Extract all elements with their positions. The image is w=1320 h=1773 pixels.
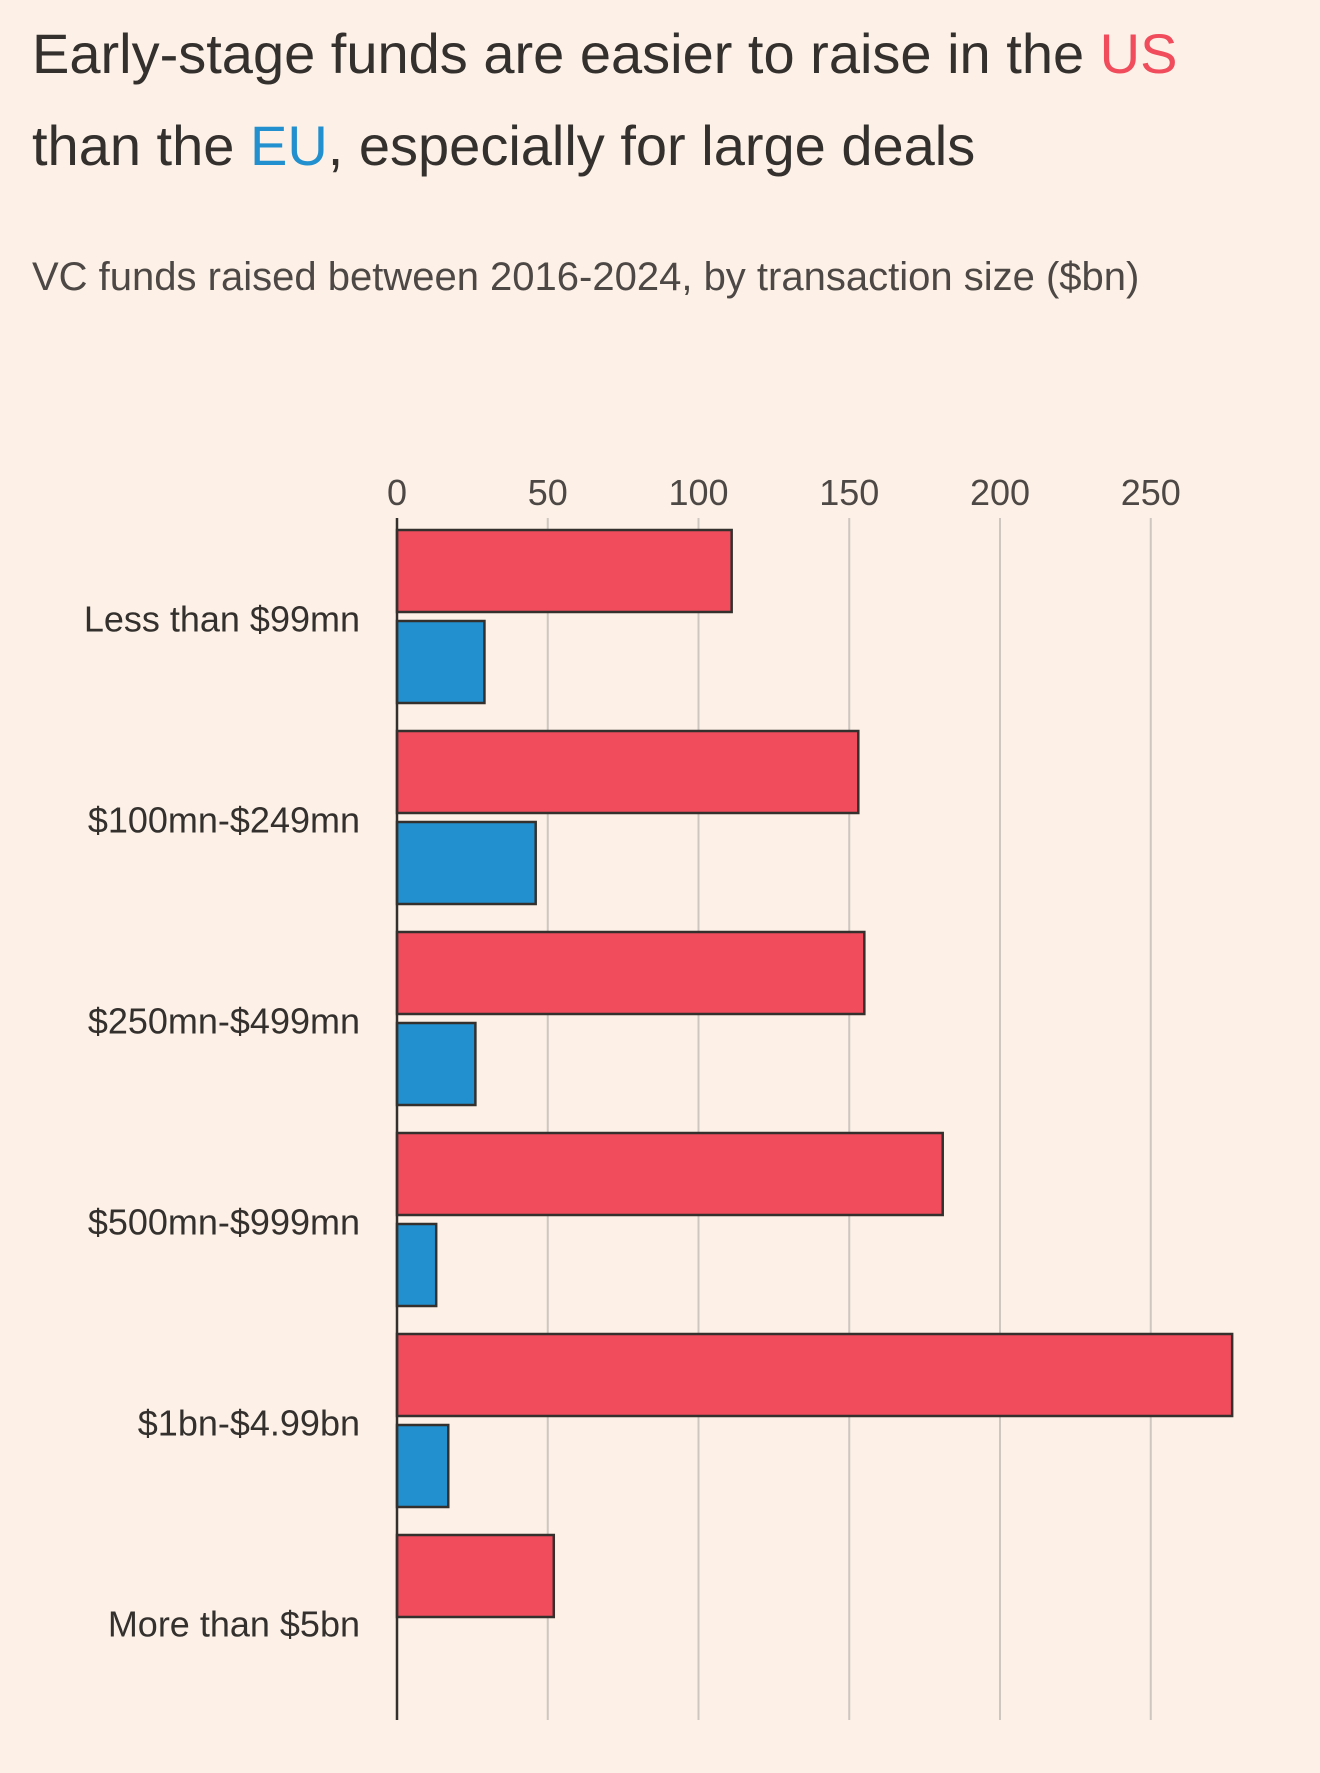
bar-us-4 [395, 1332, 1234, 1418]
category-label-1: $100mn-$249mn [88, 800, 360, 841]
x-tick-label-50: 50 [528, 472, 568, 513]
bar-eu-0 [395, 619, 486, 705]
title-part2: than the [32, 114, 250, 177]
x-tick-label-250: 250 [1121, 472, 1181, 513]
category-labels: Less than $99mn $100mn-$249mn $250mn-$499m… [84, 599, 360, 1645]
bar-us-0 [395, 528, 733, 614]
bar-eu-3 [395, 1222, 438, 1308]
category-label-3: $500mn-$999mn [88, 1202, 360, 1243]
bar-eu-2 [395, 1021, 477, 1107]
x-tick-label-100: 100 [668, 472, 728, 513]
bar-us-1 [395, 729, 860, 815]
bar-us-3 [395, 1131, 944, 1217]
bar-eu-1 [395, 820, 537, 906]
x-tick-label-0: 0 [387, 472, 407, 513]
bar-eu-4 [395, 1423, 450, 1509]
bars [395, 528, 1234, 1619]
chart-title: Early-stage funds are easier to raise in… [32, 8, 1302, 192]
x-axis-ticks: 0 50 100 150 200 250 [387, 472, 1181, 513]
x-tick-label-200: 200 [970, 472, 1030, 513]
bar-us-2 [395, 930, 866, 1016]
x-tick-label-150: 150 [819, 472, 879, 513]
category-label-2: $250mn-$499mn [88, 1001, 360, 1042]
gridlines [546, 518, 1152, 1720]
category-label-4: $1bn-$4.99bn [138, 1403, 360, 1444]
title-us-word: US [1099, 22, 1178, 85]
chart-subtitle: VC funds raised between 2016-2024, by tr… [32, 255, 1140, 299]
category-label-0: Less than $99mn [84, 599, 360, 640]
category-label-5: More than $5bn [108, 1604, 360, 1645]
title-part1: Early-stage funds are easier to raise in… [32, 22, 1100, 85]
bar-us-5 [395, 1533, 556, 1619]
title-part3: , especially for large deals [327, 114, 976, 177]
title-eu-word: EU [249, 114, 328, 177]
